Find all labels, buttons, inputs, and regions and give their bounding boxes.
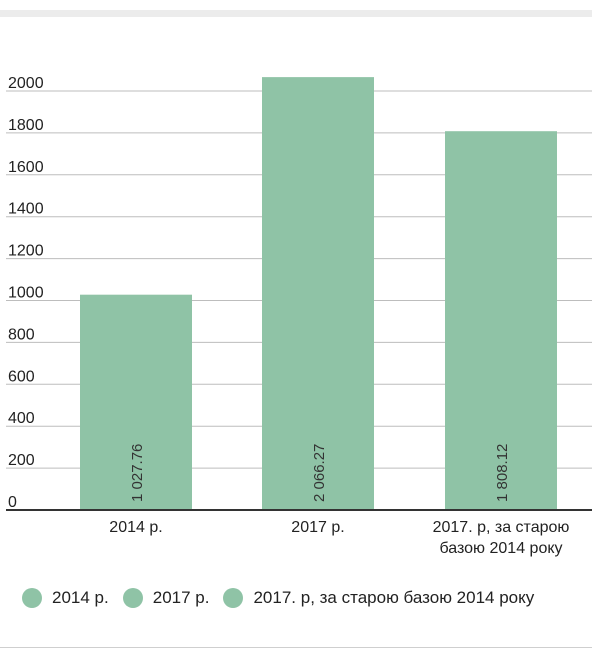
- y-tick-label: 2000: [8, 75, 44, 92]
- data-label: 1 808.12: [494, 444, 511, 502]
- y-tick-label: 1200: [8, 243, 44, 260]
- legend-label-2017: 2017 р.: [152, 588, 210, 607]
- y-tick-label: 1600: [8, 159, 44, 176]
- legend-swatch-2014: [22, 588, 42, 608]
- x-tick-label: 2017 р.: [291, 519, 344, 536]
- legend-label-2014: 2014 р.: [52, 588, 109, 607]
- bar-chart: 0 200 400 600 800 1000 1200 1400 1600 1800 2000 1 0…: [6, 75, 592, 557]
- y-tick-label: 800: [8, 326, 35, 343]
- bar: [445, 131, 557, 510]
- bar: [80, 294, 192, 510]
- y-tick-label: 1400: [8, 201, 44, 218]
- y-tick-label: 0: [8, 494, 17, 511]
- chart-legend: 2014 р. 2017 р. 2017. р, за старою базою…: [22, 588, 534, 608]
- legend-item-2017: 2017 р.: [122, 588, 210, 608]
- bottom-divider: [0, 647, 592, 648]
- top-divider: [0, 10, 592, 17]
- legend-swatch-2017: [122, 588, 143, 608]
- x-tick-label: 2017. р, за старою: [433, 519, 570, 536]
- y-tick-label: 600: [8, 368, 35, 385]
- data-label: 2 066.27: [311, 444, 328, 502]
- y-tick-label: 200: [8, 452, 35, 469]
- data-label: 1 027.76: [129, 444, 146, 502]
- legend-swatch-2017-old-base: [223, 588, 244, 608]
- x-tick-label: базою 2014 року: [439, 540, 562, 557]
- legend-item-2017-old-base: 2017. р, за старою базою 2014 року: [223, 588, 534, 608]
- x-tick-label: 2014 р.: [109, 519, 162, 536]
- y-tick-label: 1000: [8, 285, 44, 302]
- legend-label-2017-old-base: 2017. р, за старою базою 2014 року: [253, 588, 535, 607]
- y-tick-label: 1800: [8, 117, 44, 134]
- bar: [262, 77, 374, 511]
- y-tick-label: 400: [8, 410, 35, 427]
- legend-item-2014: 2014 р.: [22, 588, 109, 608]
